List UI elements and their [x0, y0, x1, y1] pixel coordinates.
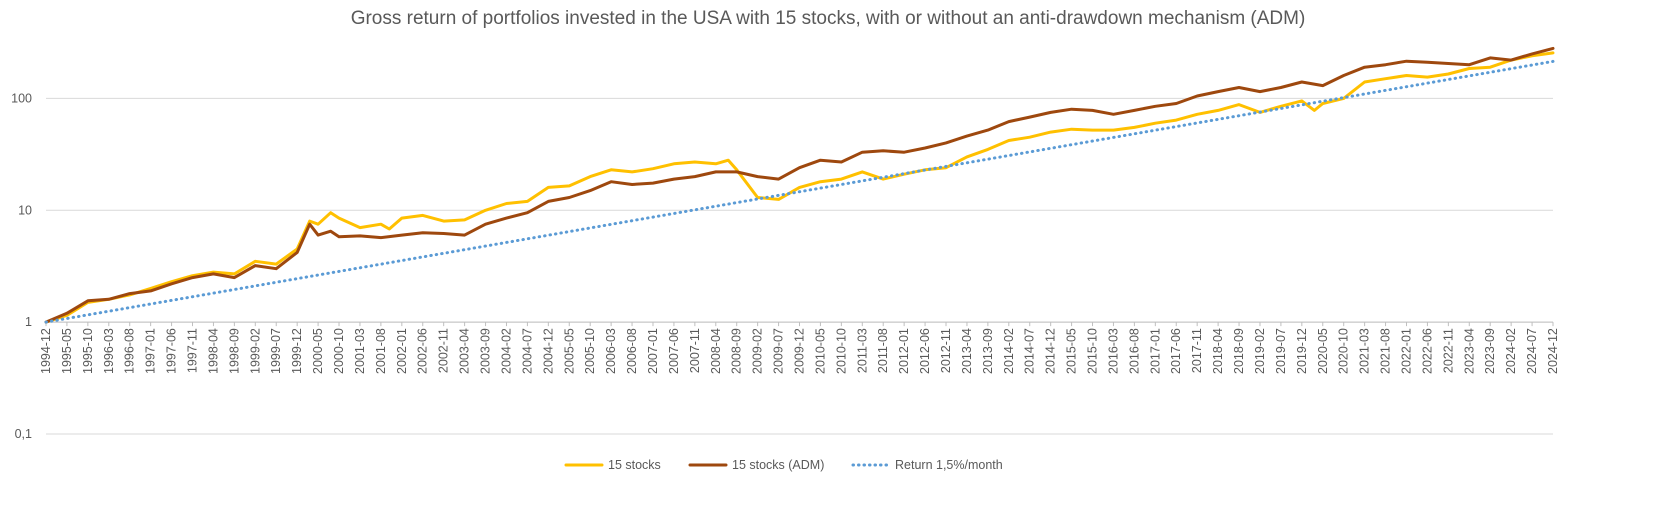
x-tick-label: 2009-07: [772, 328, 786, 374]
x-tick-label: 2014-12: [1044, 328, 1058, 374]
x-tick-label: 2002-01: [395, 328, 409, 374]
x-tick-label: 2004-12: [541, 328, 555, 374]
x-tick-label: 2015-05: [1065, 328, 1079, 374]
gridlines: [46, 97, 1553, 435]
x-tick-label: 2010-05: [813, 328, 827, 374]
series-line-1: [44, 46, 1555, 324]
x-tick-label: 2010-10: [834, 328, 848, 374]
x-tick-label: 2002-06: [416, 328, 430, 374]
x-tick-label: 1998-09: [227, 328, 241, 374]
x-tick-label: 2019-12: [1295, 328, 1309, 374]
x-tick-label: 2001-03: [353, 328, 367, 374]
x-tick-label: 2006-08: [625, 328, 639, 374]
x-tick-label: 1996-08: [123, 328, 137, 374]
x-tick-label: 2012-11: [939, 328, 953, 373]
x-tick-label: 2003-09: [479, 328, 493, 374]
x-tick-label: 2009-02: [751, 328, 765, 374]
x-tick-label: 2007-06: [667, 328, 681, 374]
x-tick-label: 2021-03: [1358, 328, 1372, 374]
x-tick-label: 2004-07: [520, 328, 534, 374]
x-tick-label: 2008-09: [730, 328, 744, 374]
x-tick-label: 1999-12: [290, 328, 304, 374]
x-tick-label: 2020-05: [1316, 328, 1330, 374]
y-axis: 0,1 1 10 100: [11, 91, 32, 441]
series-line-0: [44, 51, 1555, 324]
x-tick-label: 2019-02: [1253, 328, 1267, 374]
x-tick-label: 2013-04: [960, 328, 974, 374]
x-tick-label: 2018-04: [1211, 328, 1225, 374]
x-tick-label: 1998-04: [206, 328, 220, 374]
x-tick-label: 2003-04: [458, 328, 472, 374]
x-axis: 1994-12 1995-05 1995-10 1996-03 1996-08 1997-…: [39, 321, 1560, 374]
x-tick-label: 2016-03: [1106, 328, 1120, 374]
legend-label-0: 15 stocks: [608, 458, 661, 472]
y-tick-label: 100: [11, 91, 32, 105]
series-line-2: [44, 59, 1555, 324]
x-tick-label: 2012-06: [918, 328, 932, 374]
x-tick-label: 1997-06: [165, 328, 179, 374]
x-tick-label: 2017-11: [1190, 328, 1204, 373]
x-tick-label: 1996-03: [102, 328, 116, 374]
x-tick-label: 2005-10: [583, 328, 597, 374]
x-tick-label: 2013-09: [981, 328, 995, 374]
x-tick-label: 2022-11: [1441, 328, 1455, 373]
x-tick-label: 1999-07: [269, 328, 283, 374]
x-tick-label: 1995-05: [60, 328, 74, 374]
x-tick-label: 1994-12: [39, 328, 53, 374]
y-tick-label: 10: [18, 203, 32, 217]
x-tick-label: 1997-11: [186, 328, 200, 373]
x-tick-label: 2002-11: [437, 328, 451, 373]
x-tick-label: 2015-10: [1086, 328, 1100, 374]
x-tick-label: 2009-12: [793, 328, 807, 374]
x-tick-label: 2024-07: [1525, 328, 1539, 374]
series-lines: [44, 46, 1555, 324]
x-tick-label: 2011-03: [855, 328, 869, 373]
x-tick-label: 2024-12: [1546, 328, 1560, 374]
x-tick-label: 2004-02: [499, 328, 513, 374]
x-tick-label: 2017-01: [1148, 328, 1162, 374]
x-tick-label: 2023-04: [1462, 328, 1476, 374]
x-tick-label: 2012-01: [897, 328, 911, 374]
x-tick-label: 2023-09: [1483, 328, 1497, 374]
x-tick-label: 2011-08: [876, 328, 890, 373]
legend: 15 stocks 15 stocks (ADM) Return 1,5%/mont…: [564, 458, 1003, 472]
x-tick-label: 2005-05: [562, 328, 576, 374]
x-tick-label: 1995-10: [81, 328, 95, 374]
x-tick-label: 2000-05: [311, 328, 325, 374]
x-tick-label: 2007-01: [646, 328, 660, 374]
x-tick-label: 2001-08: [374, 328, 388, 374]
y-tick-label: 0,1: [15, 427, 32, 441]
x-tick-label: 2006-03: [604, 328, 618, 374]
x-tick-label: 2024-02: [1504, 328, 1518, 374]
legend-label-1: 15 stocks (ADM): [732, 458, 824, 472]
x-tick-label: 2000-10: [332, 328, 346, 374]
x-tick-label: 2014-02: [1002, 328, 1016, 374]
x-tick-label: 2020-10: [1337, 328, 1351, 374]
chart-title: Gross return of portfolios invested in t…: [351, 8, 1306, 29]
x-tick-label: 2022-01: [1399, 328, 1413, 374]
x-tick-label: 2019-07: [1274, 328, 1288, 374]
x-tick-label: 2008-04: [709, 328, 723, 374]
x-tick-label: 2014-07: [1023, 328, 1037, 374]
x-tick-label: 2017-06: [1169, 328, 1183, 374]
x-tick-label: 2021-08: [1379, 328, 1393, 374]
x-tick-label: 1997-01: [144, 328, 158, 374]
x-tick-label: 2016-08: [1127, 328, 1141, 374]
x-tick-label: 2007-11: [688, 328, 702, 373]
x-tick-label: 1999-02: [248, 328, 262, 374]
y-tick-label: 1: [25, 315, 32, 329]
x-tick-label: 2022-06: [1420, 328, 1434, 374]
legend-label-2: Return 1,5%/month: [895, 458, 1003, 472]
x-tick-label: 2018-09: [1232, 328, 1246, 374]
